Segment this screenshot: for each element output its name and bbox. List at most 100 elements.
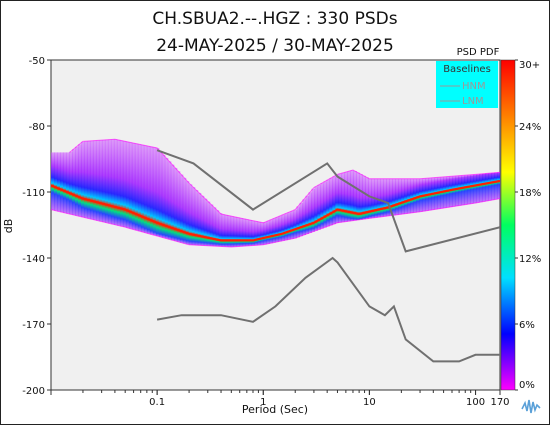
psd-density-slice [350,170,354,221]
psd-density-slice [317,184,321,230]
psd-density-slice [254,221,259,246]
psd-density-slice [77,144,82,217]
y-tick-label: -140 [22,254,45,265]
psd-density-slice [62,152,67,213]
psd-density-slice [125,141,130,228]
y-axis-ticks: -50 -80 -110 -140 -170 -200 [22,56,51,397]
psd-density-slice [467,174,471,205]
psd-density-slice [296,206,301,238]
psd-density-slice [203,198,208,246]
psd-density-slice [293,209,298,239]
psd-density-slice [326,179,330,227]
psd-density-slice [218,213,223,247]
psd-density-slice [488,173,492,201]
psd-density-slice [302,199,307,236]
colorbar-tick-label: 12% [519,254,541,265]
psd-density-slice [356,172,360,220]
psd-density-slice [191,187,196,246]
psd-density-slice [86,141,91,219]
psd-density-slice [401,178,405,215]
psd-density-slice [491,172,495,200]
psd-density-slice [473,174,477,204]
psd-density-slice [476,174,480,203]
psd-density-slice [74,146,79,216]
psd-density-slice [275,217,280,242]
chart-title: CH.SBUA2.--.HGZ : 330 PSDs [152,9,397,29]
y-tick-label: -110 [22,188,45,199]
psd-outline-line [51,198,500,248]
psd-density-slice [179,174,184,243]
psd-density-slice [314,186,318,231]
y-tick-label: -50 [29,56,45,67]
psd-density-slice [113,139,118,225]
psd-density-slice [176,171,181,242]
logo-icon [520,395,542,417]
psd-density-slice [155,148,160,237]
y-axis-label: dB [2,219,15,234]
colorbar-ticks: 0% 6% 12% 18% 24% 30+ [515,59,541,391]
psd-density-slice [167,161,172,240]
psd-density-slice [461,175,465,206]
psd-density-slice [470,174,474,204]
psd-density-slice [446,176,450,208]
psd-density-slice [266,220,271,244]
psd-density-slice [347,171,351,222]
psd-density-slice [140,144,145,232]
colorbar-tick-label: 18% [519,188,541,199]
psd-density-slice [272,218,277,243]
legend-item-hnm: HNM [462,81,486,92]
psd-density-slice [257,221,262,246]
psd-density-slice [497,172,500,199]
psd-density-slice [173,167,178,241]
psd-density-slice [51,152,55,210]
psd-density-slice [245,219,250,246]
psd-density-slice [452,176,456,207]
psd-density-slice [158,151,163,237]
psd-density-slice [221,214,226,247]
psd-density-slice [197,192,202,246]
x-tick-label: 170 [490,397,509,408]
psd-density-slice [98,140,103,222]
psd-density-slice [404,178,408,214]
psd-density-slice [215,210,220,247]
psd-density-slice [68,151,73,215]
psd-density-slice [263,222,268,245]
legend-item-lnm: LNM [462,96,484,107]
psd-density-slice [338,173,342,223]
psd-density-slice [287,212,292,240]
colorbar-tick-label: 6% [519,320,535,331]
psd-density-slice [416,178,420,213]
psd-density-slice [71,149,76,215]
psd-density-slice [305,195,310,234]
psd-density-slice [485,173,489,202]
psd-density-slice [389,178,393,216]
psd-density-slice [53,152,58,211]
x-tick-label: 10 [363,397,376,408]
psd-density-slice [89,140,94,220]
psd-density-slice [188,184,193,245]
psd-density-slice [233,216,238,247]
psd-density-slice [185,181,190,245]
psd-mode-line [51,179,500,242]
colorbar-title: PSD PDF [457,47,500,58]
psd-density-slice [95,140,100,221]
psd-density-slice [212,207,217,247]
psd-density-slice [449,176,453,207]
psd-density-slice [128,142,133,229]
colorbar-tick-label: 24% [519,122,541,133]
psd-density-slice [344,172,348,222]
psd-density-slice [59,152,64,213]
psd-outline-line [69,138,500,224]
psd-density-slice [110,139,115,225]
psd-density-slice [464,175,468,205]
psd-density-slice [260,222,265,245]
legend: Baselines HNM LNM [436,61,498,108]
psd-density-slice [146,146,151,234]
psd-density-slice [299,202,304,237]
psd-density-slice [410,178,414,213]
psd-density-slice [101,139,106,223]
psd-density-slice [407,178,411,214]
psd-density-slice [182,177,187,244]
psd-density-slice [104,139,109,223]
